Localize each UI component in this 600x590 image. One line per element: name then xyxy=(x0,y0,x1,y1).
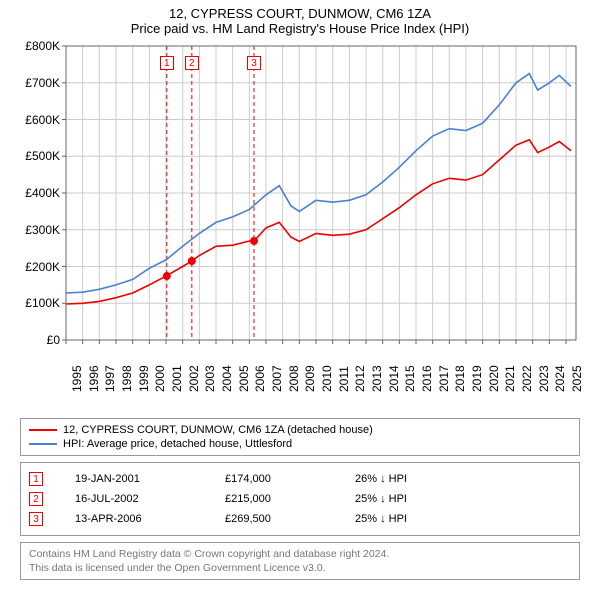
event-diff: 25% ↓ HPI xyxy=(355,493,571,505)
x-tick-label: 1998 xyxy=(120,365,134,392)
x-tick-label: 2019 xyxy=(470,365,484,392)
x-tick-label: 1997 xyxy=(103,365,117,392)
event-marker-icon: 3 xyxy=(29,512,43,526)
event-row: 2 16-JUL-2002 £215,000 25% ↓ HPI xyxy=(29,489,571,509)
x-tick-label: 2017 xyxy=(437,365,451,392)
event-price: £269,500 xyxy=(225,513,355,525)
x-tick-label: 2016 xyxy=(420,365,434,392)
x-tick-label: 2018 xyxy=(453,365,467,392)
x-tick-label: 2014 xyxy=(387,365,401,392)
x-tick-label: 2025 xyxy=(570,365,584,392)
legend-label: HPI: Average price, detached house, Uttl… xyxy=(63,438,292,450)
event-date: 16-JUL-2002 xyxy=(75,493,225,505)
chart-title-line1: 12, CYPRESS COURT, DUNMOW, CM6 1ZA xyxy=(10,6,590,21)
plot-area: £0£100K£200K£300K£400K£500K£600K£700K£80… xyxy=(20,40,580,350)
event-marker-on-chart: 2 xyxy=(185,56,199,70)
event-marker-on-chart: 1 xyxy=(160,56,174,70)
x-tick-label: 2021 xyxy=(503,365,517,392)
x-tick-label: 2010 xyxy=(320,365,334,392)
x-tick-label: 2011 xyxy=(337,366,351,392)
x-tick-label: 2000 xyxy=(153,365,167,392)
y-tick-label: £200K xyxy=(16,260,60,274)
chart-svg xyxy=(20,40,580,350)
legend-swatch xyxy=(29,429,57,431)
event-diff: 26% ↓ HPI xyxy=(355,473,571,485)
x-tick-label: 2008 xyxy=(287,365,301,392)
event-row: 1 19-JAN-2001 £174,000 26% ↓ HPI xyxy=(29,469,571,489)
y-tick-label: £300K xyxy=(16,223,60,237)
x-tick-label: 1999 xyxy=(137,365,151,392)
event-price: £174,000 xyxy=(225,473,355,485)
y-tick-label: £500K xyxy=(16,149,60,163)
event-marker-on-chart: 3 xyxy=(247,56,261,70)
legend-item: HPI: Average price, detached house, Uttl… xyxy=(29,437,571,451)
x-tick-label: 2024 xyxy=(553,365,567,392)
event-row: 3 13-APR-2006 £269,500 25% ↓ HPI xyxy=(29,509,571,529)
x-tick-label: 1996 xyxy=(87,365,101,392)
events-box: 1 19-JAN-2001 £174,000 26% ↓ HPI 2 16-JU… xyxy=(20,462,580,536)
event-date: 13-APR-2006 xyxy=(75,513,225,525)
event-marker-icon: 2 xyxy=(29,492,43,506)
event-diff: 25% ↓ HPI xyxy=(355,513,571,525)
x-tick-label: 2005 xyxy=(237,365,251,392)
event-price: £215,000 xyxy=(225,493,355,505)
x-tick-label: 2001 xyxy=(170,365,184,392)
x-tick-label: 2012 xyxy=(353,365,367,392)
x-tick-label: 2023 xyxy=(537,365,551,392)
chart-title-line2: Price paid vs. HM Land Registry's House … xyxy=(10,21,590,36)
x-tick-label: 2015 xyxy=(403,365,417,392)
x-tick-label: 2003 xyxy=(203,365,217,392)
y-tick-label: £100K xyxy=(16,296,60,310)
x-tick-label: 2020 xyxy=(487,365,501,392)
x-tick-label: 2022 xyxy=(520,365,534,392)
legend-box: 12, CYPRESS COURT, DUNMOW, CM6 1ZA (deta… xyxy=(20,418,580,456)
y-tick-label: £0 xyxy=(16,333,60,347)
x-tick-label: 1995 xyxy=(70,365,84,392)
x-axis-labels: 1995199619971998199920002001200220032004… xyxy=(20,350,580,416)
x-tick-label: 2002 xyxy=(187,365,201,392)
legend-item: 12, CYPRESS COURT, DUNMOW, CM6 1ZA (deta… xyxy=(29,423,571,437)
footer-line2: This data is licensed under the Open Gov… xyxy=(29,561,571,575)
x-tick-label: 2004 xyxy=(220,365,234,392)
footer-box: Contains HM Land Registry data © Crown c… xyxy=(20,542,580,580)
x-tick-label: 2007 xyxy=(270,365,284,392)
y-tick-label: £400K xyxy=(16,186,60,200)
chart-container: 12, CYPRESS COURT, DUNMOW, CM6 1ZA Price… xyxy=(0,0,600,588)
event-marker-icon: 1 xyxy=(29,472,43,486)
legend-swatch xyxy=(29,443,57,445)
footer-line1: Contains HM Land Registry data © Crown c… xyxy=(29,547,571,561)
legend-label: 12, CYPRESS COURT, DUNMOW, CM6 1ZA (deta… xyxy=(63,424,373,436)
x-tick-label: 2006 xyxy=(253,365,267,392)
event-date: 19-JAN-2001 xyxy=(75,473,225,485)
x-tick-label: 2009 xyxy=(303,365,317,392)
y-tick-label: £600K xyxy=(16,113,60,127)
x-tick-label: 2013 xyxy=(370,365,384,392)
y-tick-label: £700K xyxy=(16,76,60,90)
y-tick-label: £800K xyxy=(16,39,60,53)
